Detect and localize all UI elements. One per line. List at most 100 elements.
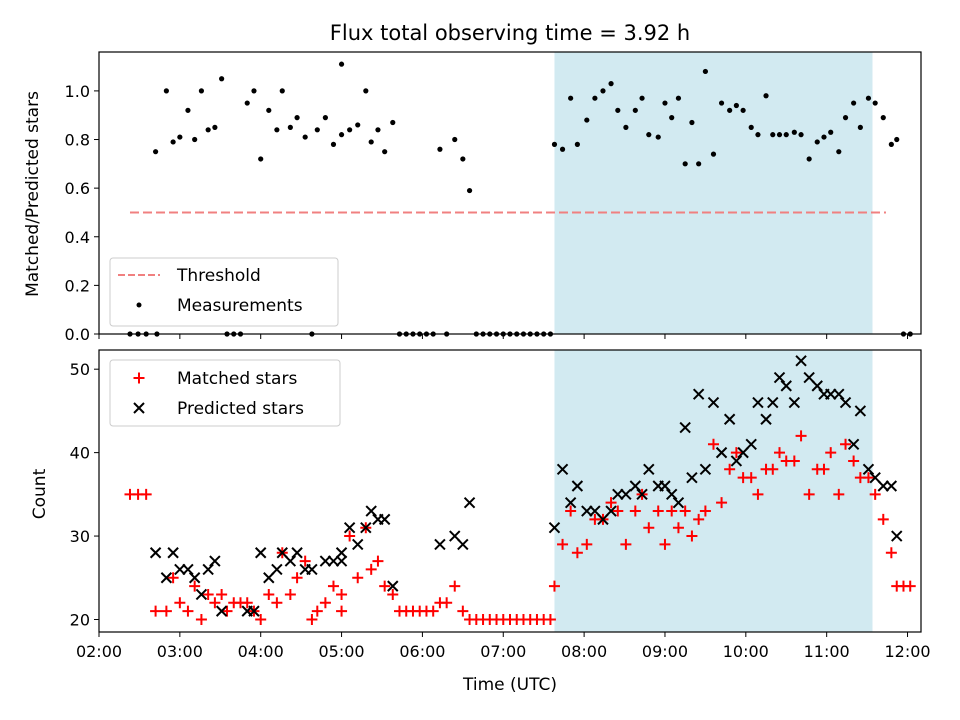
axes-frame [98,349,922,633]
measurement-point [185,107,191,113]
matched-star-point [565,505,577,517]
count-panel: 20 30 40 50 02:00 03:00 04:00 05:00 06:00 07:00 08… [30,349,931,695]
measurement-point [836,149,842,155]
count-xlabel: Time (UTC) [462,675,557,695]
measurement-point [452,136,458,143]
predicted-star-point [692,388,705,400]
x-tick-label: 12:00 [884,642,930,661]
matched-star-point [869,488,881,500]
predicted-star-point [854,405,867,417]
measurement-point [363,88,369,94]
matched-star-point [818,463,830,475]
predicted-star-point [284,555,297,567]
predicted-star-point [723,413,736,425]
measurement-point [740,107,746,113]
observing-window-shade [554,350,873,632]
matched-star-point [581,538,593,550]
measurement-point [842,115,849,121]
y-tick-label: 30 [70,527,90,546]
predicted-star-point [699,463,712,476]
legend-matched-swatch [133,372,145,384]
measurement-point [219,76,225,82]
measurement-point [375,127,381,133]
matched-star-point [387,588,399,600]
measurement-point [568,95,574,101]
matched-star-point [795,430,807,442]
predicted-star-point [335,555,348,567]
matched-star-point [336,605,348,617]
measurement-point [338,132,345,138]
matched-star-point [319,597,331,609]
y-tick-label: 0.8 [65,131,90,150]
predicted-star-point [788,396,801,409]
matched-star-point [441,597,453,609]
measurement-point [592,95,598,101]
predicted-star-point [665,488,678,501]
predicted-star-point [730,455,743,467]
predicted-star-point [188,572,201,584]
y-tick-label: 0.2 [65,276,90,295]
measurement-point [851,100,857,106]
matched-star-point [182,605,194,617]
measurement-point [212,124,218,130]
measurement-point [702,68,708,75]
count-legend-box [109,359,341,427]
measurement-point [894,136,900,143]
legend-matched-label: Matched stars [177,369,297,389]
predicted-star-point [387,580,399,592]
measurement-point [710,151,717,157]
matched-star-point [140,488,152,500]
x-tick-label: 02:00 [76,642,122,661]
legend-measurement-swatch [136,302,142,308]
predicted-star-point [672,496,685,509]
predicted-star-point [365,505,377,517]
matched-star-point [605,497,617,509]
matched-star-point [311,605,323,617]
matched-star-point [216,588,228,600]
matched-star-point [344,530,356,542]
matched-star-point [544,613,556,625]
measurement-point [192,136,198,143]
predicted-star-point [182,563,194,576]
measurement-point [655,134,661,140]
measurement-point [437,146,443,152]
matched-star-point [745,472,757,484]
measurement-point [821,134,827,140]
measurement-point [177,134,183,140]
predicted-star-point [629,480,642,492]
matched-star-point [730,447,742,459]
measurement-point [574,141,580,147]
measurement-point [322,115,328,121]
predicted-star-point [202,563,214,576]
measurement-point [314,127,320,133]
matched-star-point [241,597,253,609]
predicted-star-point [581,505,593,517]
matched-star-point [352,572,364,584]
measurement-point [287,124,293,130]
matched-star-point [643,522,655,534]
matched-star-point [620,538,632,550]
measurement-point [170,139,176,145]
matched-star-point [774,447,786,459]
measurement-point [662,100,668,106]
predicted-star-point [825,388,837,400]
legend-measurement-label: Measurements [177,296,303,316]
measurement-point [770,132,776,138]
measurement-point [205,127,211,133]
predicted-star-point [679,421,691,434]
matched-star-point [693,513,705,525]
matched-star-point [652,505,664,517]
measurement-point [615,107,621,113]
measurement-point [274,127,280,133]
measurement-point [294,115,300,121]
predicted-star-point [659,480,671,492]
y-tick-label: 20 [70,610,90,629]
matched-star-point [263,588,275,600]
predicted-star-point [457,538,469,551]
matched-star-point [284,588,296,600]
matched-star-point [877,513,889,525]
predicted-star-point [319,555,332,567]
matched-star-point [571,547,583,559]
matched-star-point [548,580,560,592]
